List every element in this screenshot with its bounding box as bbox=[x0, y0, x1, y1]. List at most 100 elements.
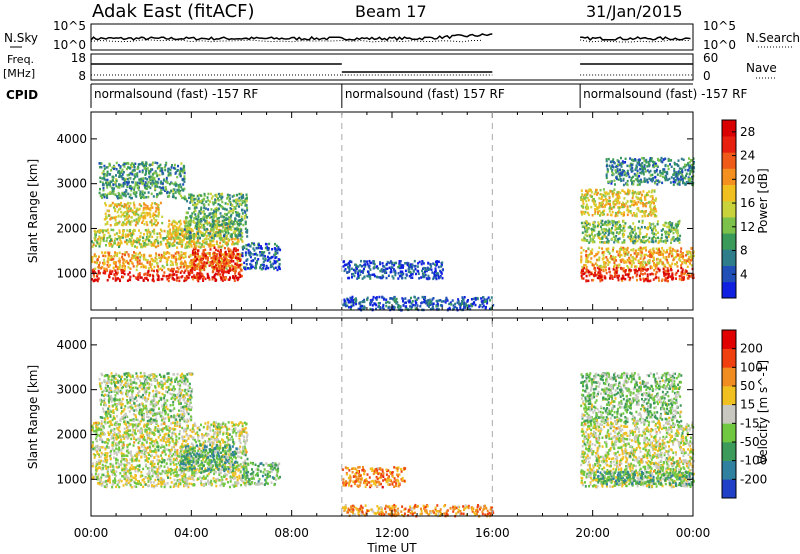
data-cell bbox=[435, 272, 438, 275]
data-cell bbox=[627, 190, 629, 193]
data-cell bbox=[615, 231, 618, 234]
data-cell bbox=[163, 256, 166, 259]
data-cell bbox=[186, 199, 189, 203]
data-cell bbox=[163, 266, 166, 269]
data-cell bbox=[170, 189, 173, 193]
data-cell bbox=[690, 273, 693, 277]
data-cell bbox=[220, 276, 222, 279]
data-cell bbox=[376, 265, 379, 268]
data-cell bbox=[608, 210, 611, 213]
data-cell bbox=[176, 262, 178, 266]
data-cell bbox=[627, 209, 630, 212]
data-cell bbox=[622, 226, 625, 230]
data-cell bbox=[212, 203, 215, 206]
data-cell bbox=[211, 234, 214, 238]
data-cell bbox=[127, 273, 130, 276]
data-cell bbox=[611, 277, 614, 280]
data-cell bbox=[116, 205, 118, 208]
data-cell bbox=[144, 162, 147, 165]
data-cell bbox=[613, 188, 616, 191]
data-cell bbox=[385, 304, 388, 308]
data-cell bbox=[383, 269, 386, 273]
data-cell bbox=[432, 277, 435, 281]
data-cell bbox=[604, 277, 607, 280]
data-cell bbox=[139, 180, 142, 183]
data-cell bbox=[188, 207, 190, 210]
data-cell bbox=[482, 304, 485, 307]
data-cell bbox=[156, 174, 159, 177]
data-cell bbox=[187, 270, 190, 273]
data-cell bbox=[243, 200, 246, 203]
data-cell bbox=[450, 303, 453, 306]
data-cell bbox=[233, 229, 236, 233]
data-cell bbox=[608, 229, 611, 232]
data-cell bbox=[222, 259, 225, 262]
data-cell bbox=[207, 243, 210, 246]
data-cell bbox=[199, 255, 202, 258]
data-cell bbox=[182, 164, 185, 168]
data-cell bbox=[258, 243, 260, 247]
data-cell bbox=[405, 274, 408, 277]
data-cell bbox=[234, 227, 237, 230]
data-cell bbox=[224, 207, 226, 211]
data-cell bbox=[203, 203, 206, 207]
data-cell bbox=[184, 251, 187, 255]
data-cell bbox=[216, 224, 218, 228]
data-cell bbox=[217, 264, 220, 268]
data-cell bbox=[108, 275, 111, 279]
data-cell bbox=[227, 239, 230, 243]
data-cell bbox=[593, 197, 595, 201]
data-cell bbox=[637, 234, 640, 238]
data-cell bbox=[155, 219, 158, 222]
data-cell bbox=[639, 272, 642, 275]
data-cell bbox=[580, 198, 583, 201]
data-cell bbox=[657, 257, 659, 261]
data-cell bbox=[616, 269, 619, 272]
data-cell bbox=[239, 237, 242, 240]
data-cell bbox=[390, 268, 392, 271]
data-cell bbox=[617, 220, 620, 223]
data-cell bbox=[263, 254, 266, 258]
data-cell bbox=[661, 261, 664, 264]
data-cell bbox=[606, 213, 609, 216]
data-cell bbox=[116, 254, 119, 258]
data-cell bbox=[462, 298, 465, 302]
data-cell bbox=[605, 223, 608, 227]
data-cell bbox=[103, 195, 106, 199]
data-cell bbox=[581, 238, 584, 242]
data-cell bbox=[221, 253, 224, 256]
data-cell bbox=[597, 221, 600, 224]
date-title: 31/Jan/2015 bbox=[586, 2, 683, 21]
data-cell bbox=[652, 278, 655, 281]
data-cell bbox=[274, 251, 277, 254]
data-cell bbox=[204, 248, 207, 252]
data-cell bbox=[626, 253, 629, 256]
data-cell bbox=[357, 276, 360, 279]
data-cell bbox=[228, 252, 231, 256]
data-cell bbox=[242, 248, 244, 251]
data-cell bbox=[680, 255, 683, 258]
data-cell bbox=[164, 180, 167, 183]
data-cell bbox=[653, 232, 656, 235]
data-cell bbox=[664, 239, 667, 242]
data-cell bbox=[690, 264, 693, 267]
data-cell bbox=[393, 270, 396, 274]
data-cell bbox=[675, 277, 677, 280]
data-cell bbox=[635, 253, 638, 256]
data-cell bbox=[407, 268, 410, 271]
data-cell bbox=[607, 241, 610, 245]
data-cell bbox=[628, 236, 631, 240]
data-cell bbox=[239, 273, 242, 277]
data-cell bbox=[410, 276, 413, 279]
data-cell bbox=[464, 303, 467, 307]
data-cell bbox=[111, 243, 114, 247]
data-cell bbox=[481, 305, 484, 309]
data-cell bbox=[346, 271, 349, 274]
data-cell bbox=[118, 220, 121, 224]
data-cell bbox=[618, 252, 621, 255]
data-cell bbox=[112, 266, 115, 269]
data-cell bbox=[436, 305, 439, 308]
data-cell bbox=[175, 235, 178, 239]
data-cell bbox=[117, 214, 120, 218]
data-cell bbox=[586, 193, 589, 196]
